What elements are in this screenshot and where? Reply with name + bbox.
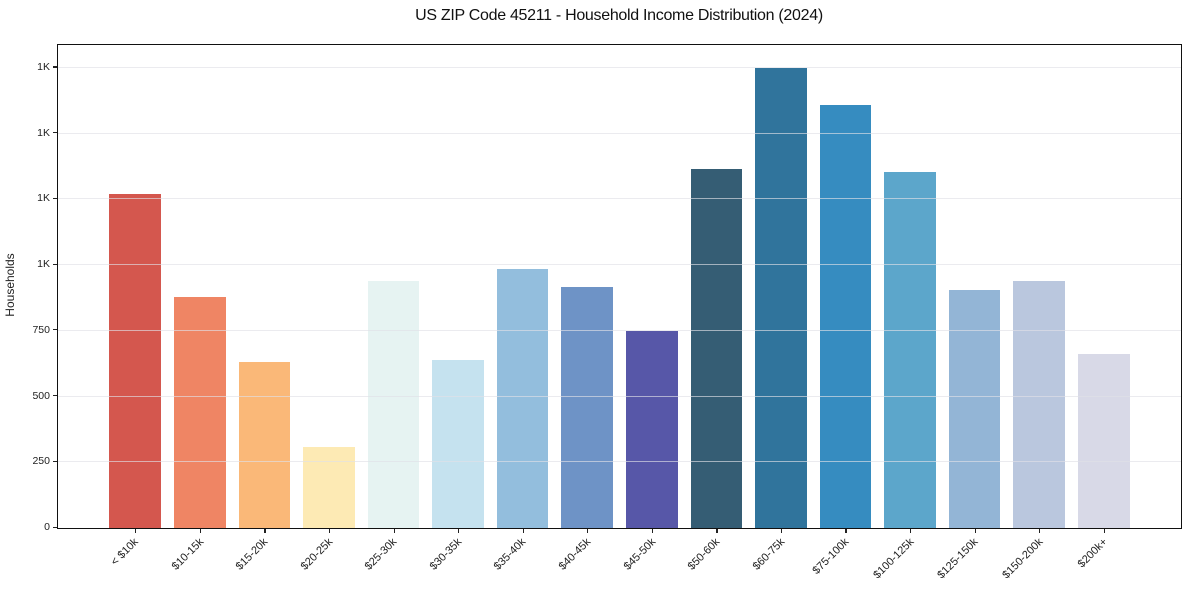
x-tick-mark (458, 528, 460, 533)
x-tick-label: $100-125k (870, 535, 917, 581)
y-axis-label: Households (3, 253, 17, 317)
bar-$20-25k (303, 446, 355, 528)
y-tick-mark (52, 526, 57, 528)
x-tick-label: $20-25k (298, 535, 335, 573)
x-tick-mark (199, 528, 202, 533)
x-tick-mark (1039, 528, 1041, 533)
gridline (58, 395, 1181, 397)
gridline (58, 329, 1181, 331)
x-tick-label: $30-35k (427, 535, 465, 573)
x-tick-label: < $10k (109, 535, 142, 568)
x-tick-label: $200k+ (1075, 535, 1110, 570)
x-tick-mark (845, 528, 847, 533)
y-tick-label: 500 (32, 389, 50, 402)
x-tick-mark (974, 528, 976, 533)
x-tick-label: $50-60k (685, 535, 723, 573)
x-tick-label: $60-75k (750, 535, 787, 573)
y-tick-label: 1K (37, 60, 50, 73)
bar-$100-125k (884, 171, 936, 528)
y-tick-label: 1K (37, 192, 50, 205)
bar-$40-45k (561, 287, 614, 528)
y-tick-mark (52, 329, 57, 331)
x-tick-mark (780, 528, 783, 533)
x-tick-label: $15-20k (233, 535, 271, 573)
y-tick-label: 750 (32, 323, 50, 336)
bar-$15-20k (238, 362, 291, 528)
gridline (58, 198, 1181, 200)
x-tick-mark (264, 528, 266, 533)
x-tick-label: $75-100k (810, 535, 852, 577)
y-tick-mark (52, 132, 57, 134)
x-tick-label: $150-200k (999, 535, 1046, 581)
bar-$150-200k (1013, 280, 1065, 528)
x-tick-mark (651, 528, 653, 533)
x-tick-label: $45-50k (621, 535, 658, 573)
x-tick-mark (328, 528, 331, 533)
gridline (58, 461, 1181, 463)
x-tick-label: $125-150k (935, 535, 981, 581)
gridline (58, 132, 1181, 134)
x-tick-mark (393, 528, 395, 533)
y-tick-mark (52, 197, 57, 200)
x-tick-mark (522, 528, 524, 533)
gridline (58, 66, 1181, 68)
bar-$30-35k (432, 359, 484, 528)
y-tick-mark (52, 395, 57, 397)
bar-$50-60k (690, 169, 743, 528)
x-tick-mark (135, 528, 137, 533)
bar-$125-150k (948, 290, 1001, 528)
bar-$25-30k (367, 280, 420, 528)
bar-$200k+ (1077, 354, 1130, 528)
x-tick-label: $40-45k (556, 535, 594, 573)
gridline (58, 264, 1181, 266)
y-tick-mark (52, 263, 57, 265)
bar-$75-100k (819, 104, 872, 528)
bar-$60-75k (755, 67, 807, 528)
x-tick-mark (910, 528, 912, 533)
x-tick-label: $10-15k (169, 535, 206, 573)
x-tick-label: $25-30k (362, 535, 400, 573)
y-tick-label: 1K (37, 126, 50, 139)
x-tick-mark (1103, 528, 1105, 533)
bar-$45-50k (625, 330, 678, 528)
y-tick-label: 250 (32, 455, 50, 468)
y-tick-mark (52, 66, 57, 68)
bar-$35-40k (496, 269, 549, 528)
x-tick-mark (587, 528, 589, 533)
y-tick-label: 0 (44, 521, 50, 533)
bar-$10-15k (174, 296, 226, 528)
plot-area (57, 44, 1182, 529)
y-tick-mark (52, 460, 57, 462)
x-tick-label: $35-40k (492, 535, 529, 573)
bar-< $10k (109, 194, 162, 528)
chart-title: US ZIP Code 45211 - Household Income Dis… (415, 7, 823, 24)
x-tick-mark (716, 528, 718, 533)
y-tick-label: 1K (37, 258, 50, 271)
